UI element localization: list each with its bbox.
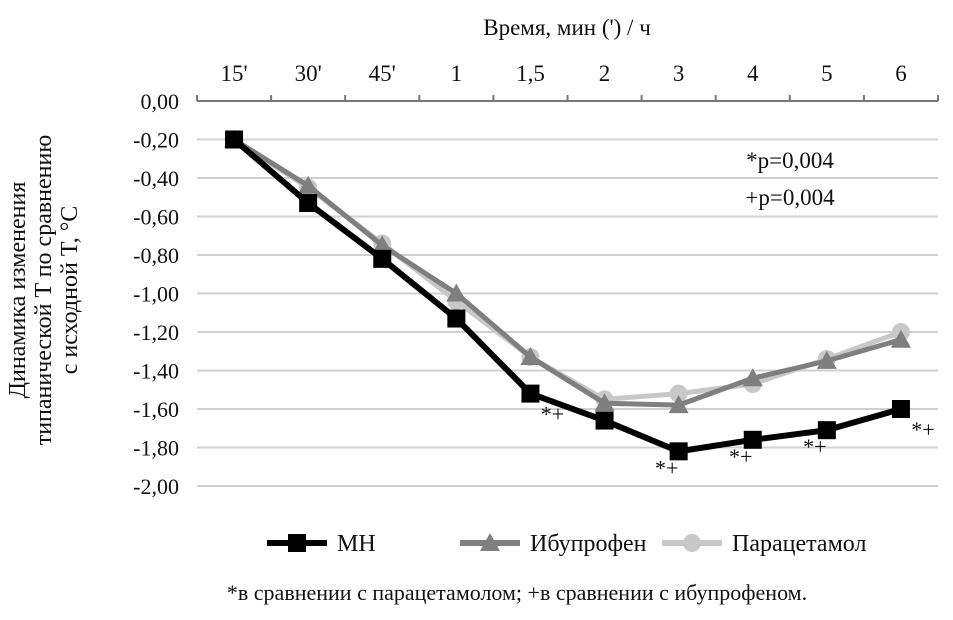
legend-label: Парацетамол — [732, 531, 866, 557]
p-value-text: *p=0,004 — [746, 148, 834, 173]
data-point — [298, 175, 319, 194]
data-point — [817, 421, 836, 440]
data-point — [668, 395, 689, 414]
significance-annotation: *+ — [541, 402, 564, 427]
x-tick-label: 3 — [673, 61, 685, 86]
footnote: *в сравнении с парацетамолом; +в сравнен… — [227, 580, 807, 605]
y-tick-label: -1,80 — [133, 436, 179, 461]
significance-annotation: *+ — [803, 434, 826, 459]
y-tick-label: -0,20 — [133, 128, 179, 153]
significance-annotation: *+ — [911, 417, 934, 442]
y-axis-title: типанической T по сравнению — [31, 135, 57, 446]
legend-label: Ибупрофен — [530, 531, 647, 557]
significance-annotation: *+ — [655, 455, 678, 480]
x-tick-label: 1,5 — [516, 61, 545, 86]
y-tick-label: -0,60 — [133, 205, 179, 230]
y-tick-label: -1,40 — [133, 359, 179, 384]
x-tick-label: 2 — [599, 61, 611, 86]
y-tick-label: -0,40 — [133, 166, 179, 191]
data-point — [669, 442, 688, 461]
data-point — [595, 411, 614, 430]
data-point — [225, 130, 244, 149]
data-point — [299, 194, 318, 213]
y-tick-label: -1,00 — [133, 282, 179, 307]
data-point — [520, 347, 541, 366]
y-tick-label: 0,00 — [141, 89, 180, 114]
x-tick-label: 30' — [295, 61, 322, 86]
data-point — [447, 309, 466, 328]
y-tick-label: -1,60 — [133, 397, 179, 422]
y-tick-label: -0,80 — [133, 243, 179, 268]
data-point — [742, 368, 763, 387]
x-axis-title: Время, мин (') / ч — [483, 15, 651, 40]
legend-marker — [288, 534, 306, 552]
x-tick-label: 15' — [220, 61, 247, 86]
legend-label: МН — [337, 531, 376, 557]
data-point — [373, 249, 392, 268]
y-tick-label: -2,00 — [133, 474, 179, 499]
legend-marker — [683, 534, 701, 552]
significance-annotation: *+ — [729, 444, 752, 469]
data-point — [891, 400, 910, 418]
data-point — [446, 283, 467, 302]
legend-marker — [480, 533, 500, 551]
series-line-МН — [232, 137, 902, 455]
y-axis-title: Динамика изменения — [5, 182, 31, 399]
y-tick-label: -1,20 — [133, 320, 179, 345]
x-tick-label: 1 — [451, 61, 463, 86]
series-line-Ибупрофен — [232, 137, 902, 408]
p-value-text: +p=0,004 — [745, 185, 835, 210]
x-tick-label: 4 — [747, 61, 759, 86]
x-tick-label: 45' — [369, 61, 396, 86]
data-point — [669, 384, 688, 403]
data-point — [743, 430, 762, 449]
data-point — [816, 350, 837, 369]
x-tick-label: 6 — [895, 61, 907, 86]
data-point — [521, 384, 540, 403]
data-point — [372, 235, 393, 254]
data-point — [890, 329, 911, 348]
x-tick-label: 5 — [821, 61, 833, 86]
data-point — [594, 393, 615, 412]
y-axis-title: с исходной T, °С — [57, 206, 83, 375]
